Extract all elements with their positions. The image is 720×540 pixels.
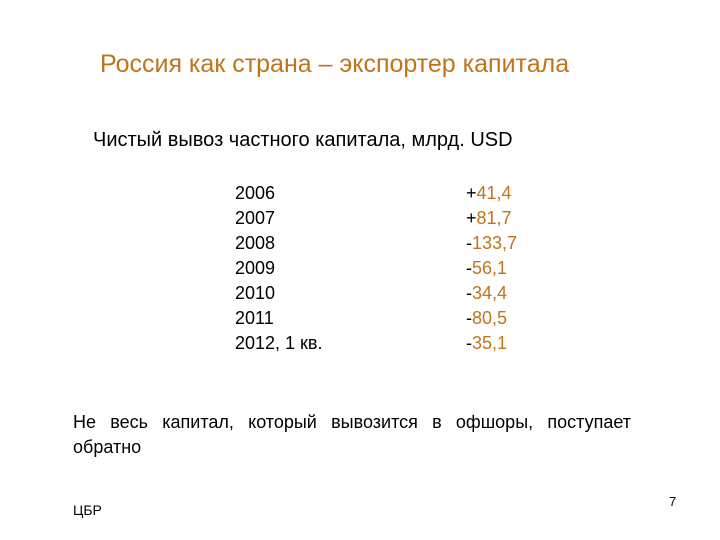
value-cell: -34,4 bbox=[466, 281, 507, 306]
value-number: 80,5 bbox=[472, 308, 508, 328]
value-cell: -80,5 bbox=[466, 306, 507, 331]
value-sign: - bbox=[466, 333, 472, 353]
table-row: 2010 -34,4 bbox=[235, 281, 517, 306]
slide-subtitle: Чистый вывоз частного капитала, млрд. US… bbox=[93, 129, 513, 151]
year-cell: 2006 bbox=[235, 183, 276, 203]
year-cell: 2012, 1 кв. bbox=[235, 333, 323, 353]
year-cell: 2007 bbox=[235, 208, 276, 228]
year-cell: 2011 bbox=[235, 308, 274, 328]
value-number: 81,7 bbox=[476, 208, 512, 228]
value-cell: +81,7 bbox=[466, 206, 512, 231]
table-row: 2008 -133,7 bbox=[235, 231, 517, 256]
value-number: 35,1 bbox=[472, 333, 508, 353]
value-number: 41,4 bbox=[476, 183, 512, 203]
value-cell: -35,1 bbox=[466, 331, 507, 356]
page-number: 7 bbox=[669, 494, 677, 509]
table-row: 2009 -56,1 bbox=[235, 256, 517, 281]
value-number: 133,7 bbox=[472, 233, 518, 253]
offshore-note: Не весь капитал, который вывозится в офш… bbox=[73, 412, 631, 457]
table-row: 2011 -80,5 bbox=[235, 306, 517, 331]
value-sign: - bbox=[466, 233, 472, 253]
table-row: 2012, 1 кв. -35,1 bbox=[235, 331, 517, 356]
value-sign: - bbox=[466, 308, 472, 328]
value-number: 34,4 bbox=[472, 283, 508, 303]
value-cell: -56,1 bbox=[466, 256, 507, 281]
slide-title: Россия как страна – экспортер капитала bbox=[100, 50, 570, 78]
value-sign: - bbox=[466, 283, 472, 303]
value-cell: +41,4 bbox=[466, 181, 512, 206]
year-cell: 2008 bbox=[235, 233, 276, 253]
capital-outflow-table: 2006 +41,4 2007 +81,7 2008 -133,7 2009 -… bbox=[235, 181, 517, 356]
value-sign: - bbox=[466, 258, 472, 278]
value-sign: + bbox=[466, 183, 477, 203]
source-label: ЦБР bbox=[73, 502, 102, 518]
table-row: 2007 +81,7 bbox=[235, 206, 517, 231]
value-sign: + bbox=[466, 208, 477, 228]
value-cell: -133,7 bbox=[466, 231, 517, 256]
year-cell: 2009 bbox=[235, 258, 276, 278]
value-number: 56,1 bbox=[472, 258, 508, 278]
year-cell: 2010 bbox=[235, 283, 276, 303]
table-row: 2006 +41,4 bbox=[235, 181, 517, 206]
